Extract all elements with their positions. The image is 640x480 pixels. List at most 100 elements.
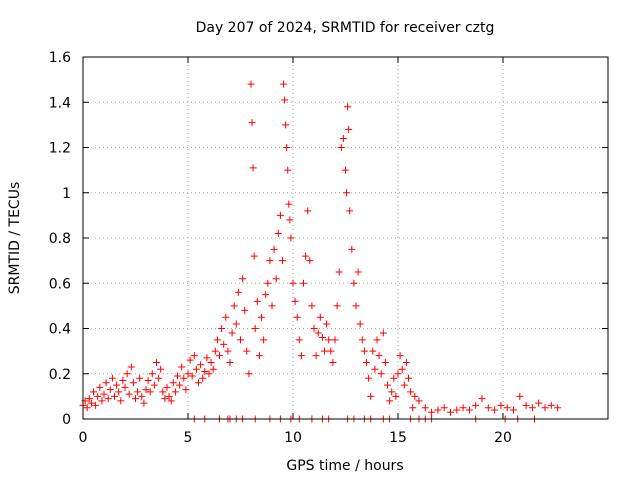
data-point (384, 381, 391, 389)
data-point (276, 211, 284, 219)
data-point (459, 404, 467, 412)
data-point (203, 354, 211, 362)
data-point (142, 386, 150, 394)
data-point (306, 257, 314, 265)
data-point (190, 352, 198, 360)
data-point (302, 252, 310, 260)
data-point (379, 329, 387, 337)
data-point (136, 374, 144, 382)
data-point (92, 401, 100, 409)
data-point (415, 397, 423, 405)
data-point (176, 381, 184, 389)
data-point (248, 119, 256, 127)
y-tick-label: 1.2 (49, 141, 71, 157)
data-point (264, 279, 272, 287)
data-point (293, 313, 301, 321)
y-tick-label: 1.6 (49, 50, 71, 66)
y-tick-label: 0.6 (49, 276, 71, 292)
data-point (289, 279, 297, 287)
grid (83, 57, 608, 419)
data-point (528, 404, 536, 412)
data-point (310, 325, 318, 332)
data-point (119, 377, 127, 385)
data-point (85, 395, 93, 403)
data-point (123, 370, 131, 378)
data-point (108, 374, 116, 382)
data-point (280, 80, 288, 88)
data-point (213, 336, 221, 344)
data-point (369, 347, 377, 355)
data-point (304, 207, 312, 215)
data-point (127, 363, 135, 371)
y-tick-label: 1 (62, 186, 71, 202)
axis-ticks: 0 0.2 0.4 0.6 0.8 1 1.2 1.4 1.6 0 5 10 15 20 (49, 50, 608, 446)
data-point (180, 374, 188, 382)
data-point (285, 200, 293, 208)
data-point (308, 302, 316, 310)
data-point (535, 399, 543, 407)
data-point (258, 313, 265, 321)
x-tick-label: 5 (184, 430, 193, 446)
data-point (157, 365, 165, 373)
data-point (365, 374, 373, 382)
plot-frame (82, 56, 609, 420)
data-point (371, 365, 379, 373)
data-point (134, 388, 142, 396)
x-tick-label: 10 (284, 430, 302, 446)
data-point (117, 397, 125, 405)
data-point (167, 397, 175, 405)
data-point (247, 80, 255, 88)
data-point (352, 302, 360, 310)
data-point (283, 144, 291, 151)
y-tick-label: 1.4 (49, 95, 71, 111)
data-point (90, 388, 97, 396)
data-point (178, 363, 186, 371)
data-point (228, 329, 236, 337)
data-point (484, 404, 492, 412)
data-point (440, 404, 448, 412)
data-point (388, 388, 396, 396)
y-axis-label: SRMTID / TECUs (7, 182, 23, 295)
data-point (113, 381, 121, 389)
data-point (522, 401, 530, 409)
data-point (284, 166, 292, 174)
data-point (253, 297, 261, 305)
data-point (146, 388, 154, 396)
data-point (211, 347, 219, 355)
data-point (333, 302, 341, 310)
data-point (251, 325, 259, 332)
data-point (447, 408, 454, 416)
data-point (360, 347, 368, 355)
data-point (348, 245, 356, 253)
data-point (377, 370, 385, 378)
data-point (224, 347, 232, 355)
data-point (102, 379, 110, 387)
data-point (503, 404, 511, 412)
data-point (402, 358, 410, 366)
data-point (188, 372, 196, 380)
data-point (216, 352, 223, 360)
data-point (234, 288, 242, 296)
data-point (428, 408, 436, 416)
data-point (390, 374, 398, 382)
data-point (325, 336, 333, 344)
data-point (367, 392, 375, 400)
data-point (161, 395, 169, 403)
data-point (94, 392, 102, 400)
data-point (286, 216, 294, 224)
data-points (79, 80, 562, 423)
data-point (354, 268, 362, 276)
data-point (148, 370, 156, 378)
data-point (115, 388, 123, 396)
data-point (339, 134, 347, 142)
data-point (186, 356, 194, 364)
data-point (218, 325, 226, 332)
data-point (411, 392, 419, 400)
data-point (106, 386, 114, 394)
data-point (358, 336, 366, 344)
data-point (241, 306, 249, 314)
data-point (272, 275, 280, 283)
data-point (491, 406, 499, 414)
data-point (291, 297, 299, 305)
data-point (350, 279, 358, 287)
